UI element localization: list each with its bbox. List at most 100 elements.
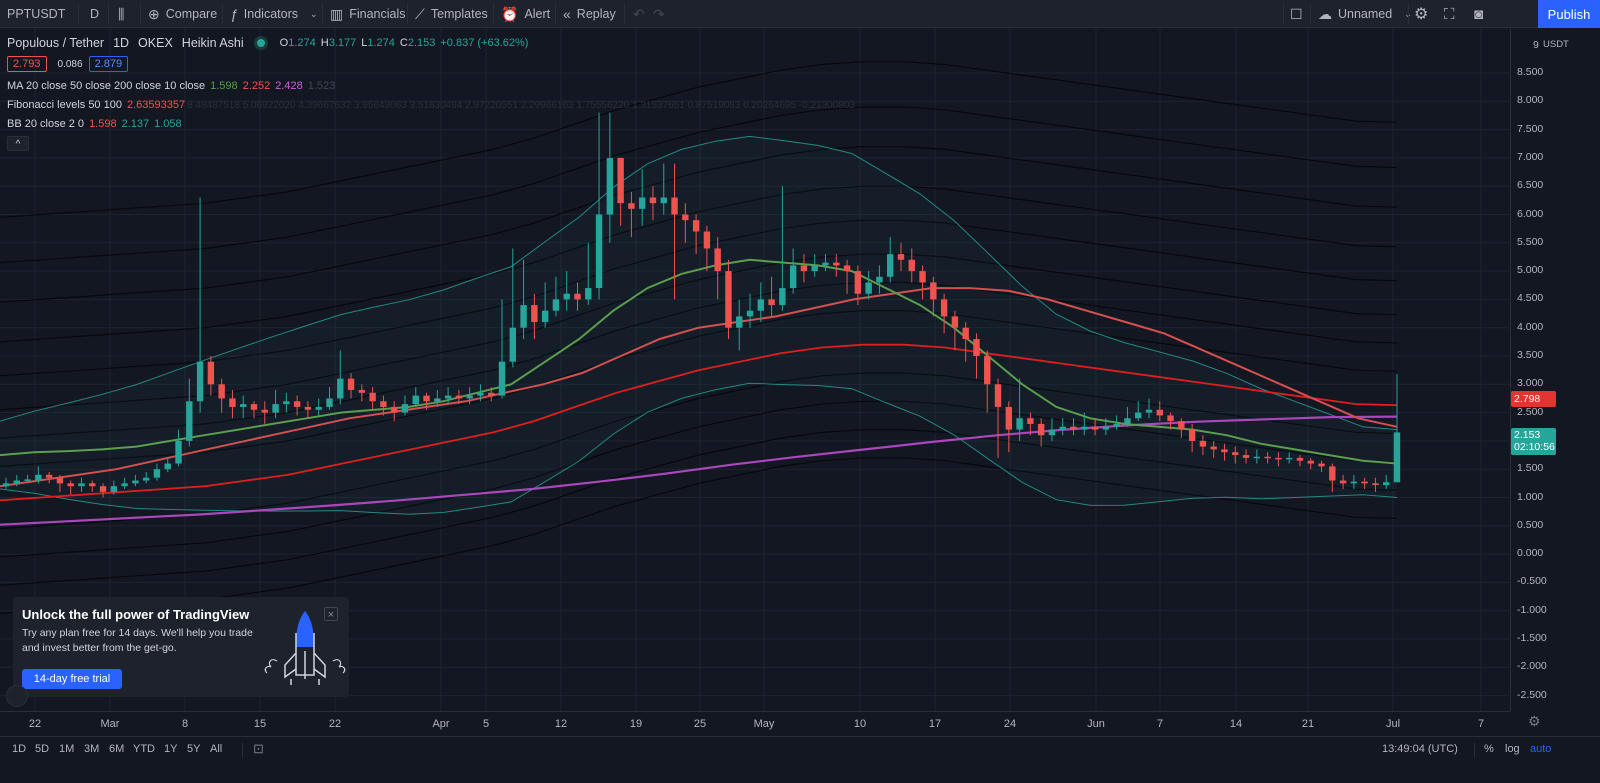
snapshot-button[interactable]: ◙ <box>1474 0 1489 28</box>
interval-button[interactable]: D <box>90 0 99 28</box>
free-trial-button[interactable]: 14-day free trial <box>22 669 122 689</box>
price-tick: 0.500 <box>1517 518 1544 531</box>
candle-body <box>768 299 775 306</box>
candle-body <box>714 248 721 272</box>
ask-price[interactable]: 2.879 <box>88 56 129 72</box>
plus-circle-icon: ⊕ <box>148 5 160 22</box>
financials-button[interactable]: ▥ Financials <box>330 0 406 28</box>
time-axis[interactable]: 22 Mar 8 15 22 Apr 5 12 19 25 May 10 17 24 Jun 7 14 21 Jul… <box>0 711 1510 735</box>
fib-level-line <box>0 61 1398 218</box>
utc-clock[interactable]: 13:49:04 (UTC) <box>1382 743 1458 755</box>
time-tick: 7 <box>1156 718 1164 730</box>
fullscreen-button[interactable]: ⛶ <box>1444 0 1461 28</box>
goto-date-icon[interactable]: ⊡ <box>253 741 264 756</box>
candle-body <box>1005 406 1013 430</box>
bb-legend[interactable]: BB 20 close 2 0 1.598 2.137 1.058 <box>7 118 187 130</box>
divider <box>1283 4 1284 24</box>
fib-level-line <box>0 146 1398 303</box>
rewind-icon: « <box>563 6 571 22</box>
ma-legend[interactable]: MA 20 close 50 close 200 close 10 close … <box>7 80 340 92</box>
candle-body <box>876 276 883 283</box>
range-button-1d[interactable]: 1D <box>12 743 27 755</box>
ma-label: MA 20 close 50 close 200 close 10 close <box>7 80 206 92</box>
candle-body <box>1372 483 1379 486</box>
close-icon[interactable]: × <box>324 607 338 621</box>
range-button-5d[interactable]: 5D <box>35 743 50 755</box>
divider <box>1474 743 1475 757</box>
candle-body <box>994 384 1002 407</box>
moving-averages <box>0 258 1398 526</box>
candle-body <box>703 231 711 249</box>
alert-label: Alert <box>524 7 551 21</box>
templates-label: Templates <box>430 7 488 21</box>
chart-style-button[interactable]: ⫼ <box>118 0 130 28</box>
divider <box>108 4 109 24</box>
legend-collapse-button[interactable]: ^ <box>7 136 34 151</box>
layout-name-button[interactable]: ☁ Unnamed ⌄ <box>1318 0 1412 28</box>
range-button-1m[interactable]: 1M <box>59 743 75 755</box>
range-button-all[interactable]: All <box>210 743 223 755</box>
candle-body <box>1124 418 1131 424</box>
candle-body <box>800 265 808 272</box>
auto-scale-toggle[interactable]: auto <box>1530 743 1552 755</box>
range-button-3m[interactable]: 3M <box>84 743 100 755</box>
time-tick: Jun <box>1087 718 1105 730</box>
range-button-1y[interactable]: 1Y <box>164 743 178 755</box>
high-value: 3.177 <box>328 37 357 49</box>
percent-scale-toggle[interactable]: % <box>1484 743 1494 755</box>
candle-body <box>1113 423 1120 427</box>
chevron-down-icon: ⌄ <box>310 8 318 19</box>
time-tick: 22 <box>28 718 42 730</box>
publish-button[interactable]: Publish <box>1538 0 1600 28</box>
candle-body <box>951 316 959 328</box>
symbol-search[interactable]: PPTUSDT <box>7 0 65 28</box>
fib-first-value: 2.63593357 <box>126 99 186 111</box>
indicators-button[interactable]: ƒ Indicators ⌄ <box>230 0 318 28</box>
candle-body <box>250 404 258 410</box>
promo-popup: Unlock the full power of TradingView Try… <box>13 597 349 697</box>
avatar[interactable] <box>6 685 28 707</box>
undo-button[interactable]: ↶ <box>633 0 651 28</box>
layout-name-label: Unnamed <box>1338 7 1393 21</box>
redo-button[interactable]: ↷ <box>653 0 671 28</box>
chart-canvas[interactable] <box>0 29 1510 711</box>
candle-body <box>1156 409 1163 416</box>
price-scale[interactable]: 9 USDT 8.500 8.000 7.500 7.000 6.500 6.000 5.5… <box>1510 29 1600 711</box>
candle-body <box>595 214 603 289</box>
bb-upper-line <box>0 135 1398 431</box>
candle-body <box>434 398 441 402</box>
fib-legend[interactable]: Fibonacci levels 50 100 2.63593357 8.484… <box>7 99 860 111</box>
candle-body <box>121 483 128 487</box>
replay-button[interactable]: « Replay <box>563 0 616 28</box>
candle-body <box>746 310 754 317</box>
candle-body <box>444 395 452 399</box>
candle-body <box>218 384 225 399</box>
range-button-6m[interactable]: 6M <box>109 743 125 755</box>
promo-text: Try any plan free for 14 days. We'll hel… <box>22 627 253 654</box>
gear-icon: ⚙ <box>1414 6 1429 23</box>
range-button-ytd[interactable]: YTD <box>133 743 155 755</box>
candle-body <box>1383 482 1390 486</box>
log-scale-toggle[interactable]: log <box>1505 743 1520 755</box>
candle-body <box>520 305 527 328</box>
axis-settings-icon[interactable]: ⚙ <box>1528 713 1541 729</box>
candle-body <box>1091 426 1099 430</box>
candle-body <box>919 271 926 283</box>
legend-interval: 1D <box>113 36 130 50</box>
candle-body <box>682 214 689 221</box>
templates-button[interactable]: ⟋ Templates <box>415 0 488 28</box>
candle-body <box>541 310 549 323</box>
settings-button[interactable]: ⚙ <box>1414 0 1434 28</box>
alert-button[interactable]: ⏰ Alert <box>501 0 550 28</box>
candle-body <box>628 203 635 209</box>
ma50-value: 2.252 <box>242 80 271 92</box>
compare-button[interactable]: ⊕ Compare <box>148 0 217 28</box>
range-button-5y[interactable]: 5Y <box>187 743 201 755</box>
time-tick: 25 <box>693 718 707 730</box>
bid-price[interactable]: 2.793 <box>7 56 47 72</box>
candle-body <box>477 392 484 396</box>
fib-other-values: 8.48487518 5.06922020 4.39667632 3.95649… <box>187 99 855 111</box>
layout-toggle-button[interactable]: ☐ <box>1290 0 1309 28</box>
time-tick: 5 <box>482 718 490 730</box>
